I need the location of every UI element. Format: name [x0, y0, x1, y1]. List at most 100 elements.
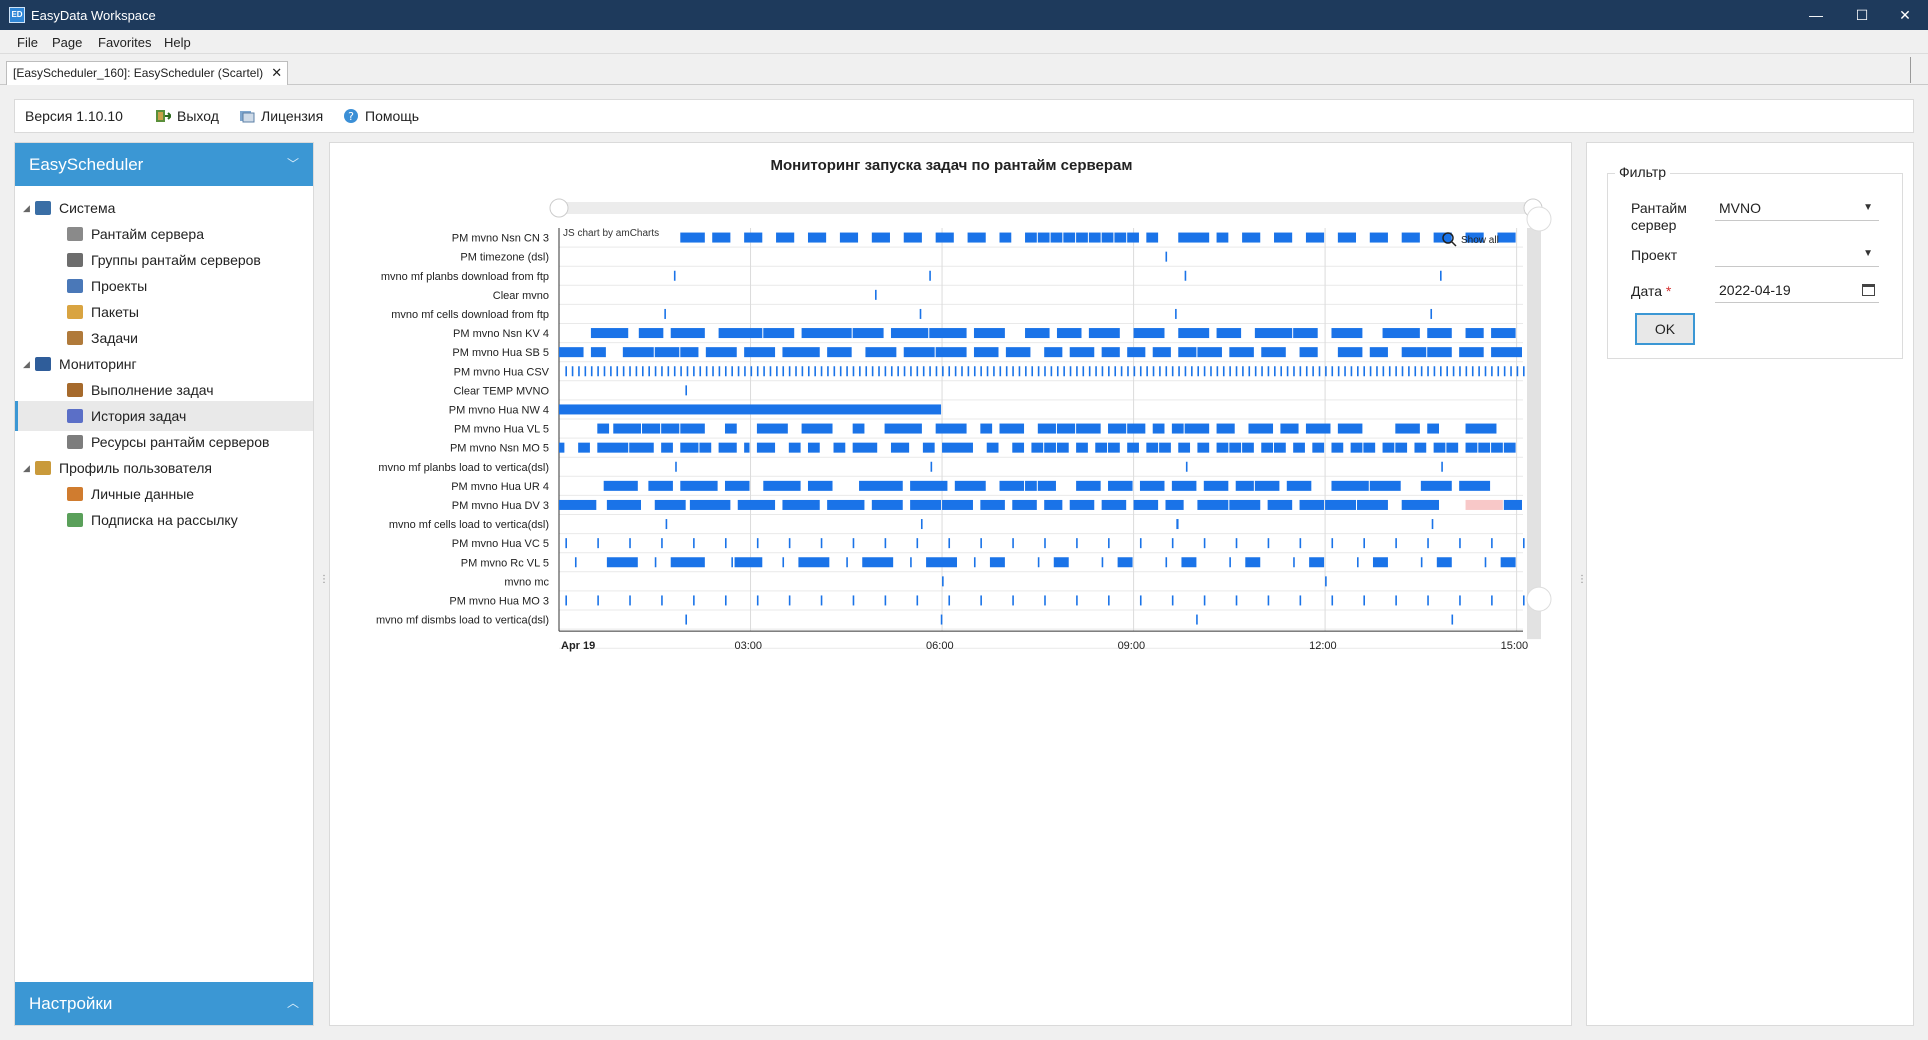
task-bar[interactable] [846, 557, 848, 568]
task-bar[interactable] [801, 423, 833, 434]
task-tick[interactable] [1127, 366, 1129, 377]
task-bar[interactable] [782, 557, 785, 568]
task-bar[interactable] [1165, 557, 1168, 568]
task-bar[interactable] [929, 328, 967, 339]
task-tick[interactable] [1420, 366, 1423, 377]
task-tick[interactable] [1076, 595, 1078, 606]
task-bar[interactable] [1427, 328, 1452, 339]
task-tick[interactable] [1337, 366, 1340, 377]
task-bar[interactable] [638, 328, 664, 339]
task-tick[interactable] [756, 595, 759, 606]
task-tick[interactable] [565, 366, 567, 377]
task-tick[interactable] [1203, 366, 1206, 377]
task-tick[interactable] [1459, 538, 1461, 549]
task-tick[interactable] [980, 538, 982, 549]
task-bar[interactable] [801, 328, 852, 339]
task-bar[interactable] [1491, 442, 1503, 453]
task-bar[interactable] [1503, 499, 1522, 510]
task-tick[interactable] [1229, 366, 1231, 377]
task-tick[interactable] [578, 366, 580, 377]
task-tick[interactable] [1025, 366, 1027, 377]
task-bar[interactable] [1293, 557, 1295, 568]
task-bar[interactable] [989, 557, 1005, 568]
task-tick[interactable] [1197, 366, 1200, 377]
task-bar[interactable] [680, 480, 718, 491]
task-bar[interactable] [1056, 423, 1076, 434]
task-bar[interactable] [1382, 328, 1420, 339]
task-bar[interactable] [1325, 499, 1357, 510]
menu-favorites[interactable]: Favorites [98, 35, 152, 50]
task-bar[interactable] [1171, 423, 1184, 434]
task-bar[interactable] [744, 232, 763, 243]
task-tick[interactable] [1452, 366, 1455, 377]
task-bar[interactable] [935, 347, 967, 358]
close-tab-icon[interactable]: ✕ [271, 65, 283, 80]
task-bar[interactable] [1069, 499, 1095, 510]
task-bar[interactable] [1242, 442, 1254, 453]
task-tick[interactable] [878, 366, 880, 377]
task-bar[interactable] [1076, 232, 1088, 243]
task-tick[interactable] [1171, 366, 1174, 377]
left-splitter-handle[interactable]: ⋮ [319, 574, 329, 585]
task-bar[interactable] [782, 347, 820, 358]
task-bar[interactable] [1088, 328, 1120, 339]
task-bar[interactable] [1185, 461, 1188, 472]
task-bar[interactable] [973, 347, 999, 358]
task-bar[interactable] [1175, 308, 1177, 319]
task-bar[interactable] [1299, 499, 1325, 510]
task-tick[interactable] [693, 595, 695, 606]
task-bar[interactable] [756, 423, 788, 434]
runtime-server-select[interactable]: MVNO ▼ [1715, 197, 1879, 221]
task-tick[interactable] [693, 366, 695, 377]
task-bar[interactable] [833, 442, 846, 453]
task-bar[interactable] [935, 232, 954, 243]
task-tick[interactable] [1235, 366, 1238, 377]
task-tick[interactable] [763, 366, 765, 377]
task-bar[interactable] [910, 499, 942, 510]
task-tick[interactable] [1414, 366, 1417, 377]
task-bar[interactable] [1427, 423, 1440, 434]
task-tick[interactable] [629, 595, 631, 606]
task-tick[interactable] [1331, 595, 1334, 606]
task-bar[interactable] [1441, 461, 1443, 472]
task-tick[interactable] [661, 595, 663, 606]
task-tick[interactable] [654, 366, 657, 377]
task-bar[interactable] [1063, 232, 1076, 243]
task-bar[interactable] [839, 232, 859, 243]
task-bar[interactable] [973, 557, 976, 568]
task-tick[interactable] [884, 538, 887, 549]
task-tick[interactable] [1331, 366, 1334, 377]
task-bar[interactable] [606, 499, 641, 510]
task-bar[interactable] [1497, 232, 1516, 243]
task-tick[interactable] [1139, 595, 1142, 606]
chevron-down-icon[interactable]: ﹀ [286, 157, 299, 171]
task-bar[interactable] [654, 347, 680, 358]
task-tick[interactable] [1395, 538, 1397, 549]
task-bar[interactable] [597, 423, 610, 434]
task-tick[interactable] [641, 366, 644, 377]
task-tick[interactable] [1076, 538, 1078, 549]
task-tick[interactable] [1459, 595, 1461, 606]
task-tick[interactable] [737, 366, 740, 377]
task-bar[interactable] [920, 519, 923, 530]
task-bar[interactable] [1197, 442, 1210, 453]
task-bar[interactable] [942, 576, 944, 587]
task-tick[interactable] [1267, 595, 1270, 606]
task-tick[interactable] [1056, 366, 1059, 377]
task-bar[interactable] [712, 232, 731, 243]
task-bar[interactable] [1254, 328, 1293, 339]
task-bar[interactable] [654, 499, 686, 510]
task-bar[interactable] [661, 442, 673, 453]
settings-panel-header[interactable]: Настройки ︿ [15, 982, 313, 1025]
task-bar[interactable] [1181, 557, 1197, 568]
task-tick[interactable] [718, 366, 721, 377]
task-bar[interactable] [673, 270, 676, 281]
task-tick[interactable] [1146, 366, 1148, 377]
task-tick[interactable] [795, 366, 797, 377]
task-tick[interactable] [1465, 366, 1468, 377]
project-select[interactable]: ▼ [1715, 243, 1879, 267]
task-bar[interactable] [629, 442, 654, 453]
task-bar[interactable] [1101, 557, 1104, 568]
task-tick[interactable] [1491, 538, 1493, 549]
task-tick[interactable] [961, 366, 963, 377]
